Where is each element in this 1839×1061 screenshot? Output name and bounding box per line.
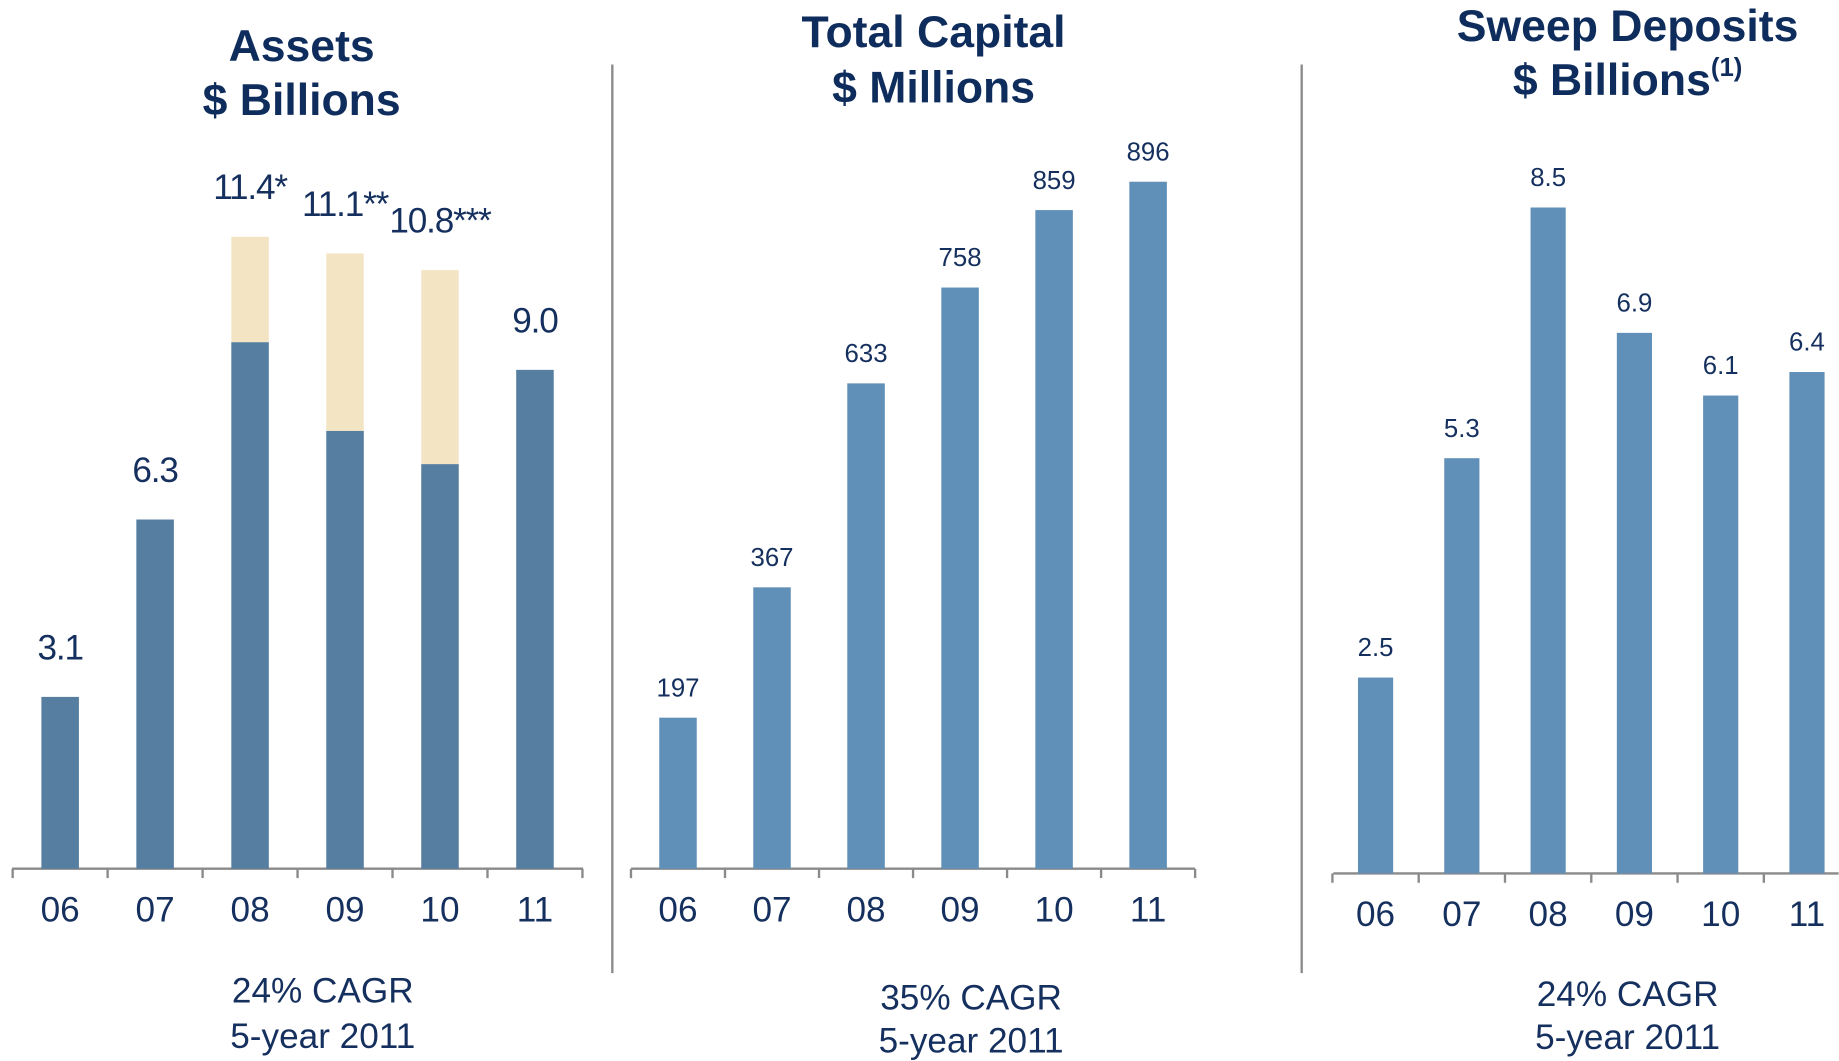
bar [1444,458,1480,874]
bar-segment [231,342,269,869]
bar [1035,210,1073,869]
bar [753,587,791,869]
bar-segment [231,236,269,343]
data-label: 633 [845,340,888,368]
x-tick-label: 08 [1529,895,1568,934]
x-tick-label: 08 [846,890,885,929]
bar-segment [136,519,174,869]
data-label: 896 [1127,138,1170,166]
cagr-note: 35% CAGR [880,978,1062,1017]
x-tick-label: 06 [1356,895,1395,934]
chart-title: Total Capital [802,8,1066,57]
cagr-note: 5-year 2011 [1535,1018,1720,1057]
x-tick-label: 07 [136,890,175,929]
bar [1530,207,1566,874]
chart: Assets $ Billions 06 3.1 07 6.3 08 11.4* 09 11.1*… [11,22,584,1056]
x-tick-label: 11 [1789,895,1826,934]
data-label: 8.5 [1530,164,1566,192]
footnote-marker: (1) [1711,54,1743,82]
bar [1616,332,1653,874]
data-label: 367 [751,544,794,572]
x-tick-label: 10 [420,890,459,929]
x-tick-label: 11 [517,890,554,929]
data-label: 6.3 [132,451,177,490]
cagr-note: 5-year 2011 [879,1022,1064,1061]
bar [1357,677,1394,874]
x-tick-label: 11 [1130,890,1167,929]
subtitle-text: $ Billions [203,76,401,125]
data-label: 197 [656,674,699,702]
x-tick-label: 09 [325,890,364,929]
data-label: 3.1 [37,628,82,667]
cagr-note: 24% CAGR [232,971,414,1010]
bar-segment [516,369,554,869]
bar-segment [421,270,459,465]
cagr-note: 5-year 2011 [230,1017,415,1056]
cagr-note: 24% CAGR [1537,975,1719,1014]
bar-segment [41,696,79,869]
x-tick-label: 10 [1035,890,1074,929]
data-label: 10.8*** [389,201,492,240]
x-tick-label: 06 [41,890,80,929]
subtitle-text: $ Billions [1513,56,1711,105]
bar-segment [421,464,459,869]
bar [941,287,979,869]
data-label: 9.0 [512,301,558,340]
data-label: 758 [939,244,982,272]
chart: Sweep Deposits$ Billions(1)062.5075.3088… [1331,2,1839,1057]
bar [847,383,885,869]
data-label: 2.5 [1358,634,1394,662]
data-label: 6.4 [1789,329,1825,357]
data-label: 6.9 [1616,290,1652,318]
chart-title: Assets [229,22,375,71]
bar [1789,372,1825,874]
data-label: 11.1** [302,185,390,224]
x-tick-label: 10 [1701,895,1740,934]
chart-title: Sweep Deposits [1457,2,1799,51]
bar [659,717,697,869]
data-label: 859 [1033,167,1076,195]
bar [1703,395,1739,874]
x-tick-label: 09 [941,890,980,929]
chart-subtitle: $ Millions [832,63,1035,112]
chart-subtitle: $ Billions [203,76,401,125]
data-label: 11.4* [213,168,288,207]
x-tick-label: 07 [1442,895,1481,934]
bar-segment [326,430,364,869]
data-label: 5.3 [1444,415,1480,443]
x-tick-label: 09 [1615,895,1654,934]
subtitle-text: $ Millions [832,63,1035,112]
bar-segment [326,253,364,431]
chart-subtitle: $ Billions(1) [1513,54,1743,105]
x-tick-label: 06 [658,890,697,929]
bar [1129,181,1167,869]
data-label: 6.1 [1703,352,1739,380]
x-tick-label: 08 [231,890,270,929]
chart: Total Capital $ Millions 06 197 07 367 08 633 09… [629,8,1197,1061]
x-tick-label: 07 [752,890,791,929]
